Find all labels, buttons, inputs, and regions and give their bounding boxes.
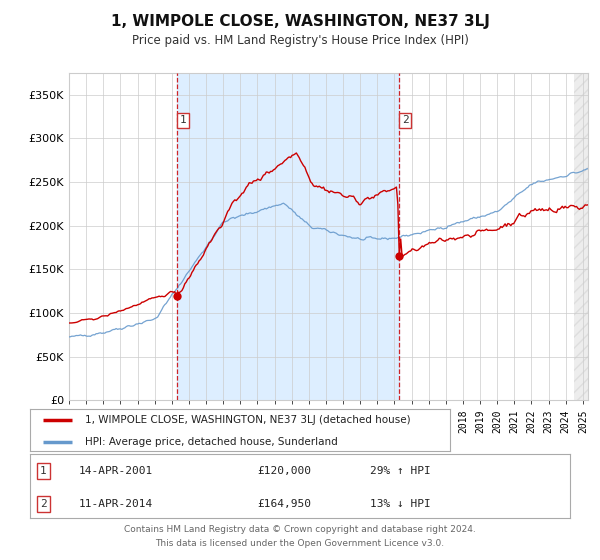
Text: 1, WIMPOLE CLOSE, WASHINGTON, NE37 3LJ (detached house): 1, WIMPOLE CLOSE, WASHINGTON, NE37 3LJ (… — [85, 415, 410, 425]
Text: 29% ↑ HPI: 29% ↑ HPI — [370, 466, 431, 476]
Text: 1: 1 — [179, 115, 186, 125]
Text: This data is licensed under the Open Government Licence v3.0.: This data is licensed under the Open Gov… — [155, 539, 445, 548]
Text: 14-APR-2001: 14-APR-2001 — [79, 466, 153, 476]
Bar — [574, 73, 588, 400]
Text: HPI: Average price, detached house, Sunderland: HPI: Average price, detached house, Sund… — [85, 437, 337, 446]
Text: £164,950: £164,950 — [257, 499, 311, 509]
Text: 11-APR-2014: 11-APR-2014 — [79, 499, 153, 509]
Text: 1, WIMPOLE CLOSE, WASHINGTON, NE37 3LJ: 1, WIMPOLE CLOSE, WASHINGTON, NE37 3LJ — [110, 14, 490, 29]
Text: 1: 1 — [40, 466, 47, 476]
Text: Price paid vs. HM Land Registry's House Price Index (HPI): Price paid vs. HM Land Registry's House … — [131, 34, 469, 46]
Bar — [177, 73, 399, 400]
Text: 2: 2 — [40, 499, 47, 509]
Text: 2: 2 — [402, 115, 409, 125]
Text: £120,000: £120,000 — [257, 466, 311, 476]
Text: Contains HM Land Registry data © Crown copyright and database right 2024.: Contains HM Land Registry data © Crown c… — [124, 525, 476, 534]
Text: 13% ↓ HPI: 13% ↓ HPI — [370, 499, 431, 509]
